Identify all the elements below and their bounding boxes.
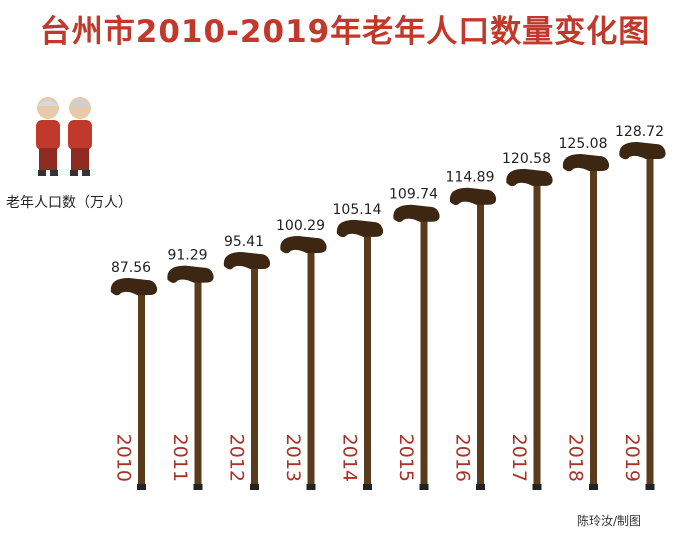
x-tick-label: 2013 [282, 434, 304, 482]
x-tick-label: 2015 [395, 434, 417, 482]
cane-handle [619, 142, 666, 160]
data-label: 128.72 [615, 124, 664, 140]
cane-shaft [364, 235, 371, 488]
x-tick-label: 2019 [621, 434, 643, 482]
cane-tip [419, 484, 429, 490]
cane-shaft [590, 170, 597, 488]
cane-shaft [420, 220, 428, 488]
data-label: 114.89 [446, 170, 495, 186]
cane-tip [250, 484, 259, 490]
x-tick-label: 2017 [508, 434, 530, 482]
cane-tip [137, 484, 146, 490]
x-tick-label: 2014 [339, 434, 361, 482]
data-label: 91.29 [167, 248, 207, 264]
cane-shaft [646, 158, 654, 488]
cane-tip [306, 484, 316, 490]
credit-text: 陈玲汝/制图 [577, 514, 642, 528]
cane-tip [645, 484, 655, 490]
data-label: 105.14 [333, 202, 382, 218]
cane-shaft [477, 203, 484, 489]
cane-handle [336, 219, 384, 238]
cane-handle [280, 235, 327, 254]
y-axis-label: 老年人口数（万人） [6, 195, 132, 211]
data-label: 109.74 [389, 187, 438, 203]
chart-title: 台州市2010-2019年老年人口数量变化图 [39, 14, 651, 50]
cane-shaft [251, 268, 258, 488]
cane-handle [223, 252, 271, 270]
x-tick-label: 2012 [226, 434, 248, 482]
data-label: 125.08 [559, 136, 608, 152]
cane-shaft [533, 184, 541, 489]
cane-tip [476, 484, 485, 490]
cane-handle [110, 278, 158, 296]
cane-handle [562, 154, 610, 172]
x-tick-label: 2016 [452, 434, 474, 482]
cane-shaft [138, 294, 145, 488]
cane-handle [449, 187, 497, 205]
cane-tip [193, 484, 203, 490]
cane-handle [393, 204, 440, 222]
elderly-couple-icon [36, 97, 92, 176]
cane-tip [589, 484, 598, 490]
data-label: 95.41 [224, 234, 264, 250]
data-label: 120.58 [502, 151, 551, 167]
data-label: 100.29 [276, 218, 325, 234]
cane-handle [167, 265, 214, 283]
cane-tip [532, 484, 542, 490]
data-label: 87.56 [111, 260, 151, 276]
cane-shaft [194, 281, 202, 488]
x-tick-label: 2011 [169, 434, 191, 482]
x-tick-label: 2018 [565, 434, 587, 482]
x-tick-label: 2010 [113, 434, 135, 482]
cane-shaft [307, 251, 315, 488]
cane-handle [506, 168, 553, 187]
cane-tip [363, 484, 372, 490]
